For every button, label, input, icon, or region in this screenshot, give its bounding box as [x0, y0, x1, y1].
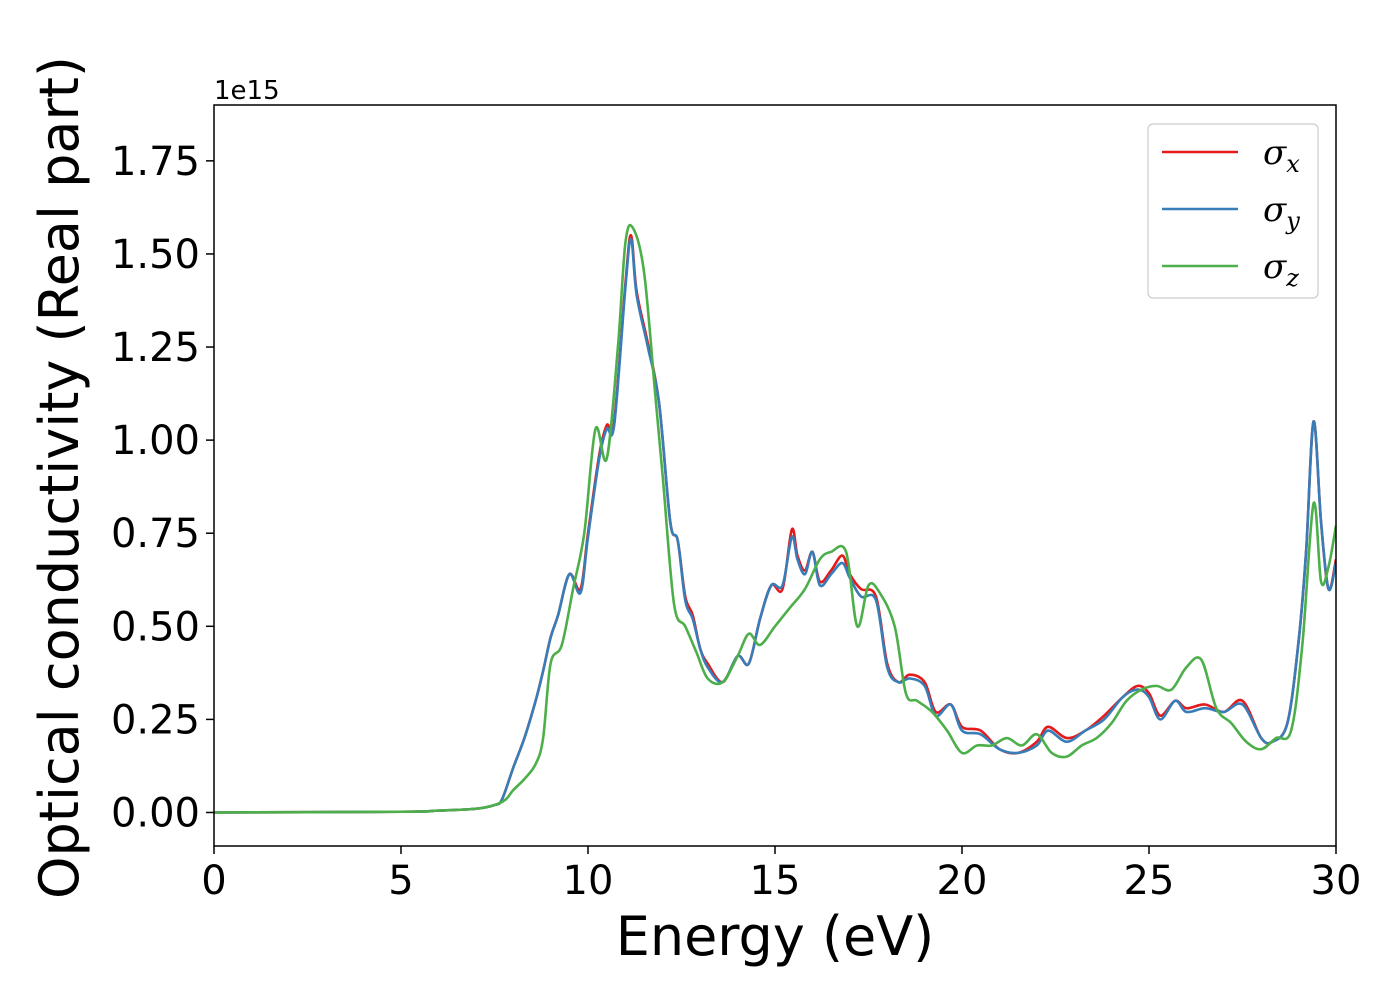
- series-layer: [214, 223, 1336, 814]
- legend-label-y: σy: [1263, 190, 1300, 235]
- y-axis: 0.00 0.25 0.50 0.75 1.00 1.25 1.50 1.75: [111, 139, 214, 836]
- x-tick-label: 30: [1311, 858, 1362, 904]
- y-tick-label: 0.50: [111, 604, 200, 650]
- x-tick-label: 5: [388, 858, 413, 904]
- y-tick-label: 0.75: [111, 511, 200, 557]
- x-axis-label: Energy (eV): [616, 905, 935, 968]
- y-tick-label: 1.00: [111, 418, 200, 464]
- x-axis: 0 5 10 15 20 25 30: [201, 846, 1361, 904]
- y-tick-label: 1.25: [111, 325, 200, 371]
- legend-label-x: σx: [1263, 133, 1300, 178]
- y-tick-label: 0.00: [111, 790, 200, 836]
- series-line-z: [214, 223, 1336, 814]
- x-tick-label: 25: [1124, 858, 1175, 904]
- legend-box: [1147, 123, 1319, 299]
- y-axis-label: Optical conductivity (Real part): [28, 56, 91, 899]
- x-tick-label: 15: [750, 858, 801, 904]
- x-tick-label: 0: [201, 858, 226, 904]
- legend: σx σy σz: [1147, 123, 1319, 299]
- y-tick-label: 0.25: [111, 697, 200, 743]
- legend-label-z: σz: [1263, 247, 1299, 292]
- y-offset-label: 1e15: [214, 76, 280, 106]
- x-tick-label: 20: [937, 858, 988, 904]
- y-tick-label: 1.75: [111, 139, 200, 185]
- x-tick-label: 10: [563, 858, 614, 904]
- y-tick-label: 1.50: [111, 232, 200, 278]
